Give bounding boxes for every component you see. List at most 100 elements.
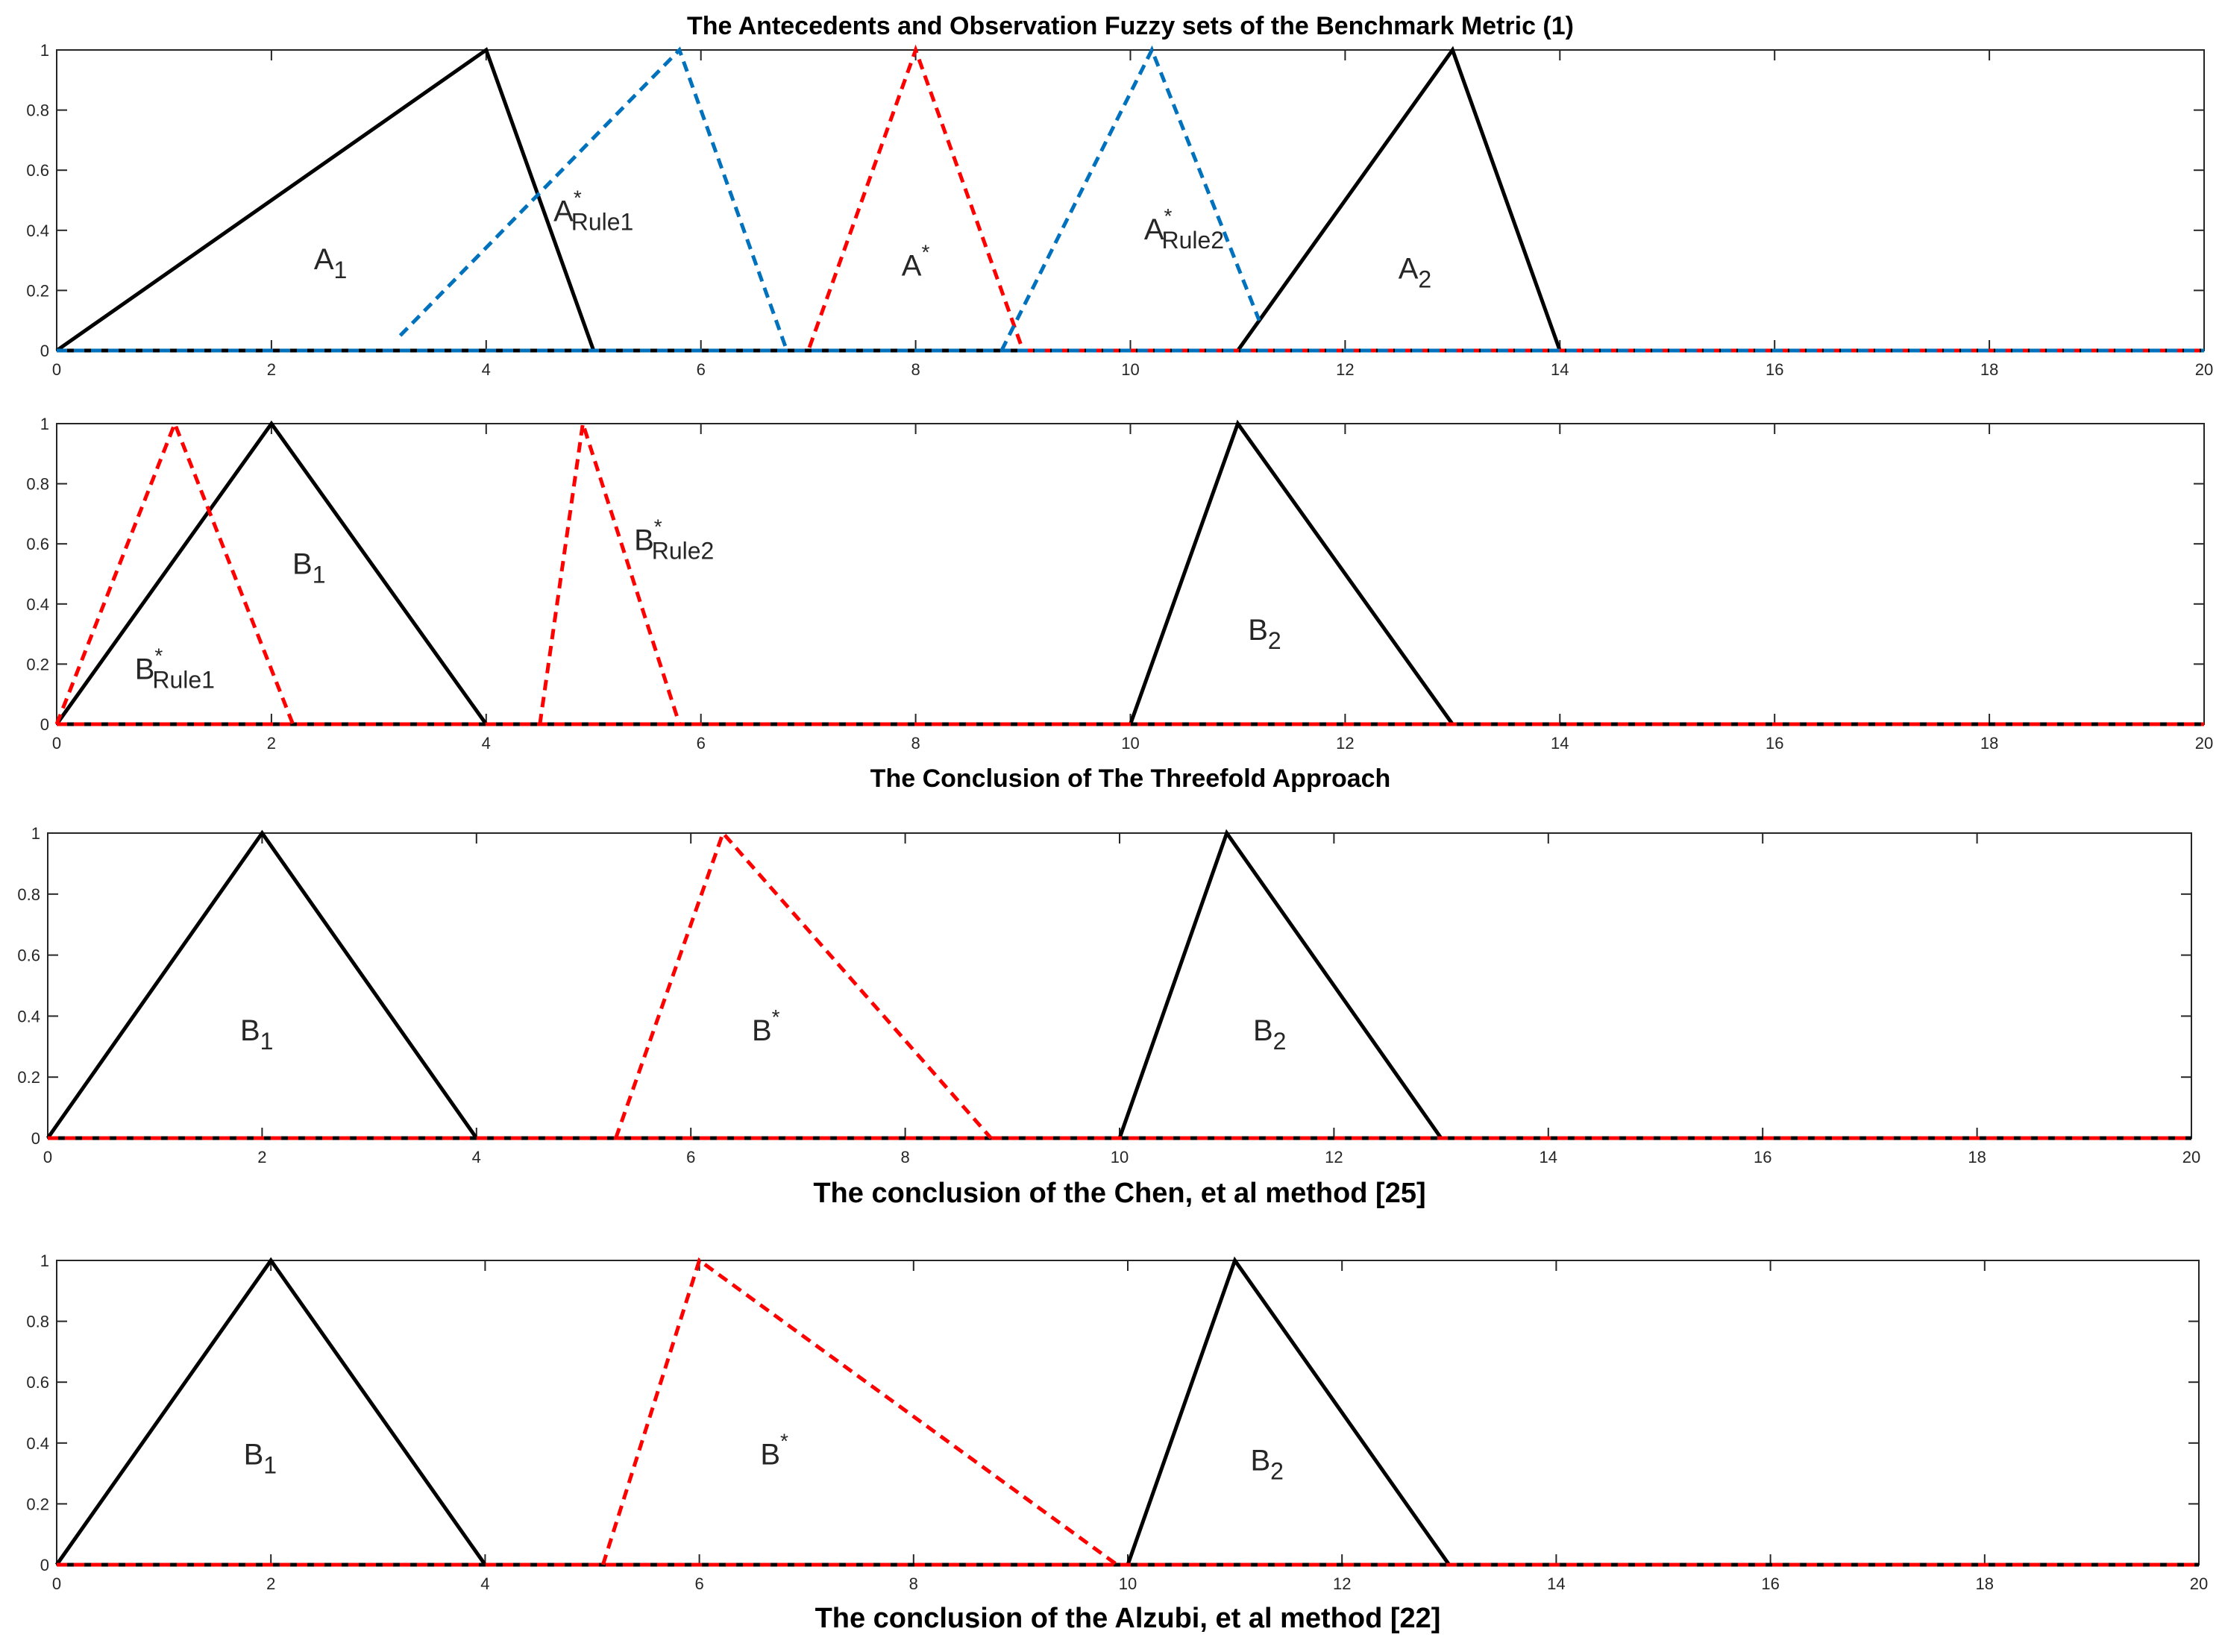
y-tick-label: 1 — [40, 1251, 49, 1270]
x-tick-label: 6 — [697, 734, 706, 753]
y-tick-label: 1 — [31, 824, 40, 843]
y-tick-label: 0.6 — [26, 535, 49, 553]
x-tick-label: 0 — [52, 360, 61, 379]
y-tick-label: 0.2 — [26, 281, 49, 300]
y-tick-label: 0.2 — [26, 1495, 49, 1513]
x-tick-label: 10 — [1119, 1574, 1137, 1593]
x-tick-label: 4 — [482, 734, 491, 753]
y-tick-label: 1 — [40, 41, 49, 60]
x-tick-label: 14 — [1547, 1574, 1565, 1593]
series-line-black — [57, 1256, 2199, 1567]
series-line-black — [45, 829, 2191, 1140]
x-tick-label: 8 — [911, 360, 920, 379]
x-tick-label: 2 — [266, 1574, 275, 1593]
x-tick-label: 16 — [1761, 1574, 1779, 1593]
x-tick-label: 8 — [911, 734, 920, 753]
set-label: A* Rule2 — [1144, 204, 1224, 254]
panel-3: 0 2 4 6 8 10 12 14 16 18 20 0 0.2 0.4 0.6 0.8 1 B1 B* B2 The… — [17, 824, 2200, 1209]
x-tick-label: 6 — [694, 1574, 703, 1593]
series-line-red — [601, 1257, 1119, 1567]
x-tick-label: 8 — [909, 1574, 918, 1593]
x-tick-label: 20 — [2195, 734, 2213, 753]
x-tick-label: 6 — [686, 1148, 695, 1166]
set-label: B* — [760, 1429, 788, 1471]
panel-2: 0 2 4 6 8 10 12 14 16 18 20 0 0.2 0.4 0.6 0.8 1 B1 B* Rule1… — [26, 415, 2213, 793]
x-tick-label: 10 — [1111, 1148, 1129, 1166]
x-tick-label: 12 — [1336, 360, 1354, 379]
set-label: B1 — [244, 1438, 277, 1478]
x-tick-label: 8 — [900, 1148, 909, 1166]
x-tick-label: 6 — [697, 360, 706, 379]
set-label: B2 — [1250, 1445, 1283, 1485]
series-line-black — [54, 1257, 2199, 1567]
y-tick-label: 0.4 — [26, 595, 49, 614]
set-label: B* Rule1 — [135, 644, 215, 694]
y-tick-label: 0.4 — [26, 222, 49, 240]
x-tick-label: 12 — [1325, 1148, 1343, 1166]
x-tick-label: 18 — [1980, 360, 1998, 379]
set-label: A* — [902, 240, 930, 282]
y-tick-label: 0.2 — [26, 655, 49, 673]
y-tick-label: 0 — [40, 715, 49, 734]
x-tick-label: 20 — [2190, 1574, 2208, 1593]
y-tick-label: 0.8 — [26, 101, 49, 120]
set-label: B1 — [240, 1014, 273, 1055]
x-tick-label: 12 — [1333, 1574, 1351, 1593]
axes-box — [47, 832, 2192, 1139]
set-label: A* Rule1 — [553, 186, 633, 236]
x-tick-label: 2 — [257, 1148, 266, 1166]
chart-title: The conclusion of the Chen, et al method… — [813, 1178, 1425, 1209]
set-label: A2 — [1399, 252, 1431, 292]
x-tick-label: 0 — [52, 734, 61, 753]
y-tick-label: 0.4 — [17, 1007, 40, 1026]
x-tick-label: 16 — [1754, 1148, 1771, 1166]
x-tick-label: 12 — [1336, 734, 1354, 753]
x-tick-label: 14 — [1540, 1148, 1557, 1166]
y-tick-label: 0.6 — [26, 1373, 49, 1392]
series-line-red — [614, 829, 993, 1140]
y-tick-label: 0.6 — [17, 946, 40, 965]
y-tick-label: 0.8 — [26, 1313, 49, 1331]
y-tick-label: 0 — [31, 1129, 40, 1148]
chart-title: The Conclusion of The Threefold Approach — [870, 764, 1391, 793]
x-tick-label: 20 — [2182, 1148, 2200, 1166]
x-tick-label: 20 — [2195, 360, 2213, 379]
panel-4: 0 2 4 6 8 10 12 14 16 18 20 0 0.2 0.4 0.6 0.8 1 B1 B* B2 The… — [26, 1251, 2208, 1634]
chart-title: The conclusion of the Alzubi, et al meth… — [815, 1603, 1441, 1634]
y-tick-label: 0.2 — [17, 1068, 40, 1087]
x-tick-label: 4 — [482, 360, 491, 379]
set-label: B1 — [292, 548, 325, 588]
y-tick-label: 0 — [40, 342, 49, 360]
x-tick-label: 4 — [472, 1148, 481, 1166]
x-tick-label: 2 — [267, 360, 276, 379]
y-tick-label: 0 — [40, 1556, 49, 1574]
series-line-blue — [999, 45, 1261, 352]
set-label: B* Rule2 — [634, 515, 714, 564]
set-label: A1 — [314, 243, 347, 283]
x-tick-label: 10 — [1121, 734, 1139, 753]
chart-title: The Antecedents and Observation Fuzzy se… — [687, 12, 1574, 40]
x-tick-label: 2 — [267, 734, 276, 753]
x-tick-label: 16 — [1766, 734, 1783, 753]
axes-box — [56, 49, 2205, 351]
set-label: B* — [752, 1005, 780, 1047]
y-tick-label: 0.4 — [26, 1434, 49, 1453]
y-tick-label: 1 — [40, 415, 49, 433]
set-label: B2 — [1248, 614, 1281, 654]
set-label: B2 — [1253, 1014, 1286, 1055]
y-tick-label: 0.6 — [26, 161, 49, 180]
x-tick-label: 0 — [52, 1574, 61, 1593]
x-tick-label: 4 — [480, 1574, 489, 1593]
series-line-black — [48, 829, 2191, 1140]
x-tick-label: 18 — [1968, 1148, 1986, 1166]
axes-box — [56, 1260, 2200, 1565]
x-tick-label: 10 — [1121, 360, 1139, 379]
x-tick-label: 0 — [43, 1148, 52, 1166]
y-tick-label: 0.8 — [17, 885, 40, 904]
x-tick-label: 16 — [1766, 360, 1783, 379]
x-tick-label: 18 — [1980, 734, 1998, 753]
x-tick-label: 14 — [1551, 734, 1569, 753]
x-tick-label: 18 — [1976, 1574, 1994, 1593]
y-tick-label: 0.8 — [26, 475, 49, 494]
